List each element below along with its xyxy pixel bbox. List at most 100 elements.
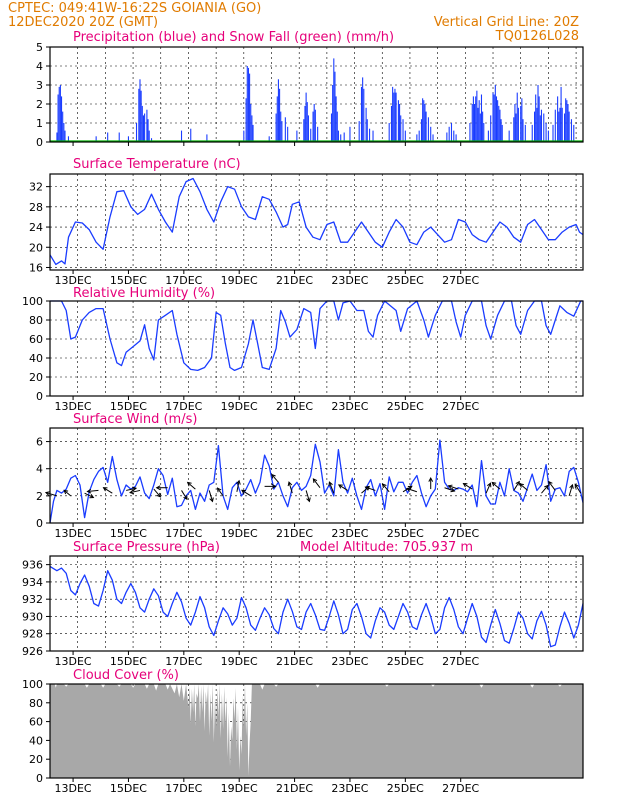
precip-bar bbox=[190, 128, 192, 142]
precip-bar bbox=[372, 130, 374, 142]
wind-arrow bbox=[271, 474, 279, 483]
wind-arrow bbox=[288, 481, 293, 494]
precip-bar bbox=[358, 121, 360, 142]
precip-bar bbox=[494, 85, 496, 142]
precip-bar bbox=[568, 111, 570, 142]
temperature-ytick-label: 24 bbox=[29, 221, 43, 234]
precip-bar bbox=[392, 86, 394, 142]
precip-bar bbox=[427, 117, 429, 142]
temperature-line bbox=[49, 177, 584, 266]
humidity-ytick-label: 20 bbox=[29, 371, 43, 384]
wind-title: Surface Wind (m/s) bbox=[73, 412, 197, 427]
temperature-ytick-label: 16 bbox=[29, 261, 43, 274]
pressure-xtick-label: 19DEC bbox=[221, 655, 258, 668]
wind-arrow-head bbox=[328, 481, 333, 487]
precip-bar bbox=[60, 96, 63, 142]
station-header: CPTEC: 049:41W-16:22S GOIANIA (GO) bbox=[8, 1, 261, 16]
cloud-cover-xtick-label: 13DEC bbox=[55, 782, 92, 795]
precip-bar bbox=[365, 107, 367, 142]
precip-bar bbox=[317, 126, 319, 142]
precip-bar bbox=[535, 94, 537, 142]
pressure-xtick-label: 25DEC bbox=[387, 655, 424, 668]
humidity-title: Relative Humidity (%) bbox=[73, 286, 215, 301]
precip-bar bbox=[501, 124, 503, 142]
wind-arrow-head bbox=[287, 481, 293, 487]
precip-bar bbox=[495, 96, 498, 142]
temperature-ytick-label: 28 bbox=[29, 201, 43, 214]
precip-bar bbox=[304, 105, 306, 142]
precip-bar bbox=[393, 92, 395, 142]
cloud-cover-xtick-label: 25DEC bbox=[387, 782, 424, 795]
precip-bar bbox=[521, 98, 523, 142]
precip-bar bbox=[420, 119, 423, 142]
wind-arrow bbox=[305, 490, 310, 502]
precip-bar bbox=[497, 100, 499, 142]
humidity-ytick-label: 0 bbox=[36, 390, 43, 403]
precip-bar bbox=[559, 107, 561, 142]
precip-ytick-label: 3 bbox=[36, 79, 43, 92]
wind-arrow-head bbox=[450, 487, 456, 493]
precip-frame bbox=[49, 46, 584, 143]
precip-bar bbox=[508, 130, 510, 142]
precip-bar bbox=[424, 104, 426, 142]
precip-bar bbox=[307, 115, 309, 142]
precip-bar bbox=[394, 88, 396, 142]
precip-bar bbox=[567, 104, 569, 142]
precip-bar bbox=[335, 96, 337, 142]
temperature-xtick-label: 13DEC bbox=[55, 274, 92, 287]
wind-arrow-head bbox=[407, 485, 413, 491]
precip-bar bbox=[425, 111, 427, 142]
pressure-ytick-label: 930 bbox=[22, 610, 43, 623]
pressure-xtick-label: 15DEC bbox=[110, 655, 147, 668]
precip-bar bbox=[332, 85, 334, 142]
wind-arrow-head bbox=[337, 484, 343, 489]
precip-bar bbox=[277, 79, 279, 142]
precip-bar bbox=[306, 102, 308, 142]
wind-arrow bbox=[463, 483, 473, 490]
grid-line-note: Vertical Grid Line: 20Z bbox=[434, 15, 579, 30]
wind-xtick-label: 19DEC bbox=[221, 527, 258, 540]
pressure-frame bbox=[49, 555, 584, 652]
precip-bar bbox=[552, 124, 554, 142]
cloud-cover-area bbox=[50, 684, 583, 778]
precip-bar bbox=[499, 109, 501, 142]
precip-bar bbox=[247, 67, 249, 142]
precip-bar bbox=[570, 119, 573, 142]
precip-bar bbox=[547, 130, 549, 142]
cloud-cover-xtick-label: 19DEC bbox=[221, 782, 258, 795]
precip-bar bbox=[539, 115, 541, 142]
wind-arrow-head bbox=[183, 495, 188, 501]
wind-arrow bbox=[87, 489, 99, 493]
precip-bar bbox=[430, 126, 432, 142]
precip-bar bbox=[281, 121, 283, 142]
precip-bar bbox=[336, 111, 338, 142]
wind-arrow bbox=[217, 487, 224, 497]
precip-bar bbox=[369, 128, 371, 142]
pressure-ytick-label: 928 bbox=[22, 628, 43, 641]
precip-bar bbox=[558, 111, 560, 142]
wind-arrow bbox=[312, 478, 321, 489]
precip-bar bbox=[455, 134, 457, 142]
humidity-xtick-label: 21DEC bbox=[276, 400, 313, 413]
precip-title: Precipitation (blue) and Snow Fall (gree… bbox=[73, 30, 394, 45]
wind-xtick-label: 15DEC bbox=[110, 527, 147, 540]
precip-bar bbox=[515, 113, 517, 142]
precip-bar bbox=[561, 107, 563, 142]
wind-arrow bbox=[181, 490, 188, 500]
wind-arrow bbox=[382, 483, 390, 493]
cloud-cover-ytick-label: 40 bbox=[29, 734, 43, 747]
precip-bar bbox=[477, 107, 479, 142]
cloud-cover-title: Cloud Cover (%) bbox=[73, 668, 179, 683]
precip-bar bbox=[330, 113, 333, 142]
precip-bar bbox=[554, 109, 556, 142]
temperature-frame bbox=[49, 173, 584, 271]
wind-xtick-label: 21DEC bbox=[276, 527, 313, 540]
wind-arrow-head bbox=[462, 483, 468, 488]
precip-bar bbox=[360, 86, 363, 142]
precip-bar bbox=[475, 96, 477, 142]
wind-arrow-head bbox=[156, 492, 162, 498]
precip-bar bbox=[333, 58, 335, 142]
wind-arrow bbox=[241, 489, 252, 497]
precip-bar bbox=[423, 100, 425, 142]
